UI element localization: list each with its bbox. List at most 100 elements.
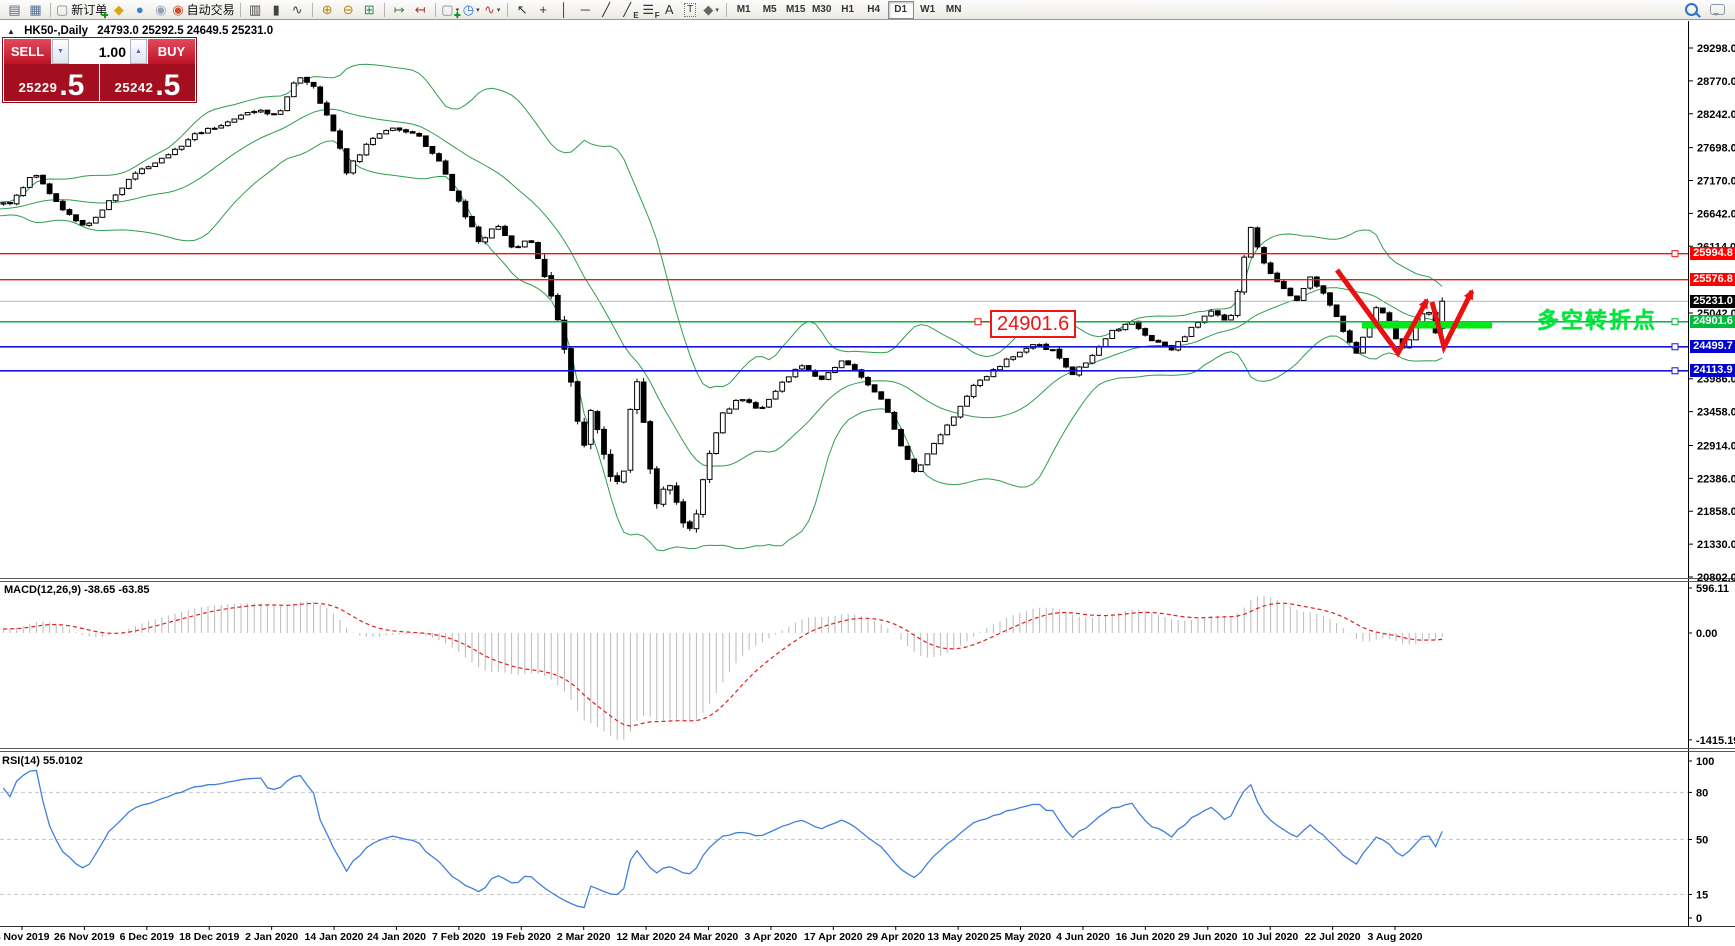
text-icon[interactable]: A xyxy=(660,1,679,18)
toolbar-separator xyxy=(506,2,508,17)
sell-price-display[interactable]: 25229 .5 xyxy=(4,64,99,101)
date-label: 26 Nov 2019 xyxy=(54,931,115,943)
volume-increase-button[interactable]: ▲ xyxy=(130,39,147,64)
price-axis-label: 22386.0 xyxy=(1697,473,1735,485)
price-axis-label: 22914.0 xyxy=(1697,440,1735,452)
timeframe-button-MN[interactable]: MN xyxy=(945,4,962,15)
line-handle[interactable] xyxy=(1671,318,1679,326)
candlestick-chart-icon: ▮ xyxy=(272,2,280,17)
sell-price-frac: .5 xyxy=(59,69,85,102)
date-label: 18 Dec 2019 xyxy=(179,931,239,943)
price-axis-label: 23458.0 xyxy=(1697,407,1735,419)
price-axis-label: 29298.0 xyxy=(1697,43,1735,55)
date-label: 6 Dec 2019 xyxy=(120,931,174,943)
equidistant-channel-icon[interactable]: ╱ E xyxy=(618,1,638,20)
timeframe-button-M1[interactable]: M1 xyxy=(736,4,751,15)
indicators-icon[interactable]: ∿ ▾ xyxy=(483,1,502,18)
symbol-marker-icon[interactable]: ▲ xyxy=(7,27,15,36)
toolbar-separator xyxy=(239,2,241,17)
timeframe-button-D1[interactable]: D1 xyxy=(887,0,914,19)
line-handle[interactable] xyxy=(1671,250,1679,258)
sell-button[interactable]: SELL xyxy=(4,39,51,64)
rsi-axis-label: 15 xyxy=(1696,889,1708,901)
rsi-axis-label: 50 xyxy=(1696,835,1708,847)
date-label: 19 Feb 2020 xyxy=(491,931,551,943)
crosshair-icon: + xyxy=(539,2,547,17)
vertical-line-icon: │ xyxy=(560,2,569,17)
terminal-icon[interactable]: ● xyxy=(130,1,149,18)
price-axis-label: 20802.0 xyxy=(1697,572,1735,584)
timeframe-button-W1[interactable]: W1 xyxy=(920,4,936,15)
timeframe-button-M5[interactable]: M5 xyxy=(762,4,777,15)
market-watch-icon[interactable]: ▤ xyxy=(5,1,24,18)
timeframe-button-M30[interactable]: M30 xyxy=(811,4,832,15)
tile-windows-icon[interactable]: ⊞ xyxy=(360,1,379,18)
plus-overlay-icon: ✚ xyxy=(453,11,461,20)
bollinger-lower-band xyxy=(0,140,1443,552)
auto-scroll-icon[interactable]: ↦ xyxy=(390,1,409,18)
chevron-down-icon: ▾ xyxy=(476,6,480,14)
date-label: 25 May 2020 xyxy=(990,931,1051,943)
signals-icon[interactable]: ◉ xyxy=(151,1,170,18)
new-order-label: 新订单 xyxy=(71,3,108,17)
bar-chart-icon[interactable]: ▥ xyxy=(246,1,265,18)
rsi-pane xyxy=(0,769,1688,909)
cursor-icon[interactable]: ↖ xyxy=(513,1,532,18)
rsi-indicator-label: RSI(14) 55.0102 xyxy=(2,755,83,767)
text-icon: A xyxy=(664,2,674,17)
horizontal-line-icon[interactable]: ─ xyxy=(576,1,595,18)
zoom-in-icon[interactable]: ⊕ xyxy=(318,1,337,18)
candlestick-chart-icon[interactable]: ▮ xyxy=(267,1,286,18)
timeframe-button-H4[interactable]: H4 xyxy=(867,4,881,15)
chart-shift-icon[interactable]: ↤ xyxy=(411,1,430,18)
autotrading-icon[interactable]: ◉ 自动交易 xyxy=(172,1,234,18)
toolbar-separator xyxy=(725,2,727,17)
horizontal-line-icon: ─ xyxy=(580,2,590,17)
timeframe-button-H1[interactable]: H1 xyxy=(841,4,855,15)
vertical-line-icon[interactable]: │ xyxy=(555,1,574,18)
date-label: 22 Jul 2020 xyxy=(1305,931,1361,943)
date-label: 4 Nov 2019 xyxy=(0,931,50,943)
trend-arrow-annotation-2[interactable] xyxy=(1429,289,1475,355)
macd-axis-label: 596.11 xyxy=(1696,583,1729,595)
buy-price-display[interactable]: 25242 .5 xyxy=(100,64,195,101)
price-callout-label[interactable]: 24901.6 xyxy=(990,310,1077,338)
price-axis-label: 28242.0 xyxy=(1697,109,1735,121)
buy-button[interactable]: BUY xyxy=(148,39,195,64)
price-badge-24113.9: 24113.9 xyxy=(1690,364,1735,378)
text-label-icon[interactable]: T xyxy=(681,1,700,18)
metaeditor-icon[interactable]: ◆ xyxy=(109,1,128,18)
new-chart-icon[interactable]: ▢ ✚ ▾ xyxy=(441,1,461,20)
date-label: 3 Apr 2020 xyxy=(745,931,798,943)
trend-arrow-annotation-1[interactable] xyxy=(1334,268,1430,358)
arrows-icon: ◆ xyxy=(703,2,714,17)
data-window-icon[interactable]: ▦ xyxy=(26,1,45,18)
zoom-in-icon: ⊕ xyxy=(321,2,333,17)
chat-icon[interactable] xyxy=(1710,4,1725,16)
equidistant-channel-icon: ╱ xyxy=(623,2,632,17)
turning-point-annotation[interactable]: 多空转折点 xyxy=(1537,308,1658,333)
zoom-out-icon[interactable]: ⊖ xyxy=(339,1,358,18)
price-axis-label: 21858.0 xyxy=(1697,506,1735,518)
date-label: 2 Mar 2020 xyxy=(557,931,611,943)
chevron-down-icon: ▾ xyxy=(715,6,719,14)
line-handle[interactable] xyxy=(1671,343,1679,351)
sell-price-main: 25229 xyxy=(18,80,58,95)
periods-icon[interactable]: ◷ ▾ xyxy=(462,1,481,18)
line-chart-icon[interactable]: ∿ xyxy=(288,1,307,18)
trendline-icon[interactable]: ╱ xyxy=(597,1,616,18)
line-handle[interactable] xyxy=(1671,367,1679,375)
fibonacci-icon[interactable]: ☰ F xyxy=(639,1,660,20)
arrows-icon[interactable]: ◆ ▾ xyxy=(702,1,721,18)
volume-decrease-button[interactable]: ▼ xyxy=(52,39,69,64)
bollinger-upper-band xyxy=(0,63,1443,389)
letter-overlay: F xyxy=(654,11,660,20)
new-chart-icon: ▢ xyxy=(441,2,454,17)
search-icon[interactable] xyxy=(1685,3,1698,16)
crosshair-icon[interactable]: + xyxy=(534,1,553,18)
new-order-icon[interactable]: ▢ ✚ 新订单 xyxy=(56,1,108,20)
volume-input[interactable] xyxy=(69,39,130,64)
candlesticks xyxy=(0,76,1446,533)
timeframe-button-M15[interactable]: M15 xyxy=(785,4,806,15)
line-chart-icon: ∿ xyxy=(291,2,303,17)
